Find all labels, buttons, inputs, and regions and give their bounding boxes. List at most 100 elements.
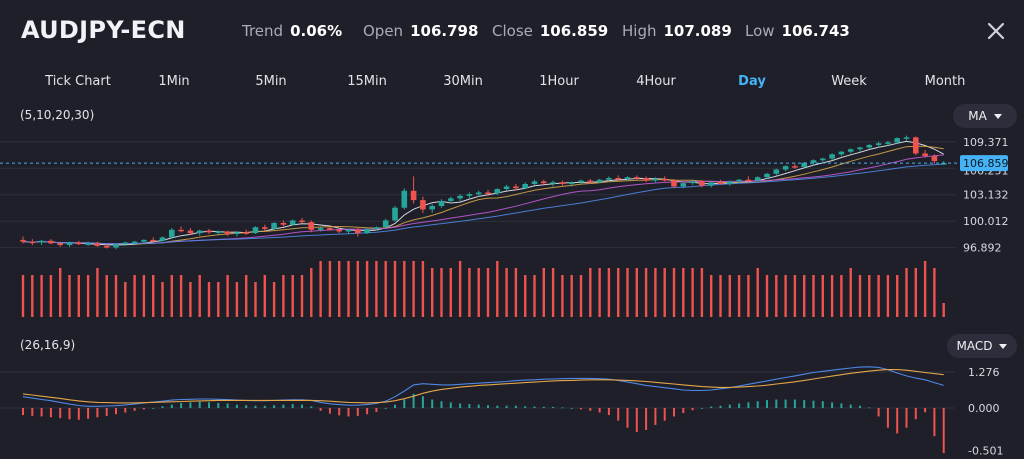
volume-bar (896, 275, 899, 317)
tab-day[interactable]: Day (738, 74, 766, 89)
candle (857, 146, 863, 152)
macd-histogram-bar (40, 408, 43, 417)
close-icon[interactable] (984, 19, 1008, 43)
macd-histogram-bar (161, 406, 164, 408)
macd-histogram-bar (142, 408, 145, 410)
candle (336, 228, 342, 234)
tab-tick-chart[interactable]: Tick Chart (45, 74, 111, 89)
candle (401, 188, 408, 210)
volume-bar (533, 275, 536, 317)
candle-body (801, 162, 807, 168)
candle-body (792, 166, 798, 168)
candle (103, 244, 110, 249)
macd-histogram-bar (700, 408, 703, 409)
macd-histogram-bar (645, 408, 648, 430)
candle (224, 230, 231, 236)
macd-histogram-bar (673, 408, 675, 417)
tab-15min[interactable]: 15Min (347, 74, 387, 89)
macd-histogram-bar (301, 404, 303, 408)
candle-body (29, 241, 36, 244)
tab-1min[interactable]: 1Min (158, 74, 190, 89)
volume-bar (300, 275, 304, 317)
candle-body (578, 180, 584, 183)
macd-histogram-bar (561, 407, 564, 409)
macd-histogram-bar (235, 404, 238, 408)
macd-histogram-bar (552, 406, 555, 408)
macd-histogram-bar (394, 404, 396, 408)
volume-bar (886, 275, 890, 317)
candle-body (606, 178, 612, 180)
candle-body (373, 227, 380, 229)
candle-body (252, 227, 259, 234)
candle-body (568, 182, 575, 184)
candle (38, 239, 45, 246)
macd-histogram-bar (282, 404, 285, 408)
candle-body (847, 149, 854, 152)
price-axis-label: 96.892 (963, 242, 1002, 255)
volume-bar (133, 275, 136, 317)
candle (48, 239, 54, 245)
volume-bar (756, 268, 759, 317)
candle (66, 241, 73, 247)
candle (708, 181, 714, 188)
candle-body (327, 228, 333, 230)
low-label: Low (745, 22, 775, 40)
current-price-tag (960, 155, 1008, 172)
candle-body (885, 142, 891, 144)
candle-body (224, 231, 231, 235)
tab-4hour[interactable]: 4Hour (636, 74, 676, 89)
candle (829, 153, 835, 161)
candle-body (857, 147, 863, 150)
candle (234, 231, 240, 237)
volume-bar (338, 261, 341, 317)
candle (466, 192, 473, 200)
candle (643, 176, 649, 183)
candle-body (587, 180, 594, 183)
macd-histogram-bar (942, 408, 945, 454)
volume-bar (654, 268, 657, 317)
macd-histogram-bar (766, 400, 768, 408)
tab-5min[interactable]: 5Min (255, 74, 287, 89)
volume-bar (524, 275, 527, 317)
candle (689, 179, 696, 185)
candle (448, 196, 454, 204)
open-label: Open (363, 22, 404, 40)
macd-histogram-bar (607, 408, 610, 416)
tab-month[interactable]: Month (924, 74, 966, 89)
macd-dif-line (22, 366, 944, 407)
candle (159, 236, 166, 242)
ma-indicator-select[interactable]: MA (953, 104, 1017, 128)
candle (661, 176, 668, 182)
candle (782, 165, 789, 172)
candle-body (262, 227, 268, 229)
candle (838, 150, 845, 156)
candle-body (754, 177, 761, 181)
candle (317, 227, 324, 232)
candle-body (699, 181, 705, 186)
candle-body (420, 200, 426, 210)
macd-histogram-bar (886, 408, 889, 428)
volume-bar (263, 275, 266, 317)
macd-histogram-bar (115, 408, 117, 415)
trend-stat: Trend 0.06% (242, 22, 342, 40)
tab-week[interactable]: Week (831, 74, 867, 89)
tab-30min[interactable]: 30Min (443, 74, 483, 89)
chevron-down-icon (999, 343, 1008, 349)
tab-1hour[interactable]: 1Hour (539, 74, 579, 89)
candle-body (169, 229, 175, 238)
price-axis-label: 109.371 (963, 136, 1009, 149)
volume-bar (551, 268, 555, 317)
low-value: 106.743 (781, 22, 850, 40)
macd-histogram-bar (691, 408, 694, 411)
candle-body (940, 163, 947, 165)
volume-bar (198, 275, 201, 317)
candle-body (624, 177, 631, 179)
volume-bar (207, 282, 211, 317)
macd-indicator-select[interactable]: MACD (947, 334, 1017, 358)
candle-body (141, 239, 147, 242)
candle (587, 178, 594, 184)
macd-histogram-bar (617, 408, 620, 421)
candle (727, 180, 733, 186)
volume-bar (86, 275, 90, 317)
